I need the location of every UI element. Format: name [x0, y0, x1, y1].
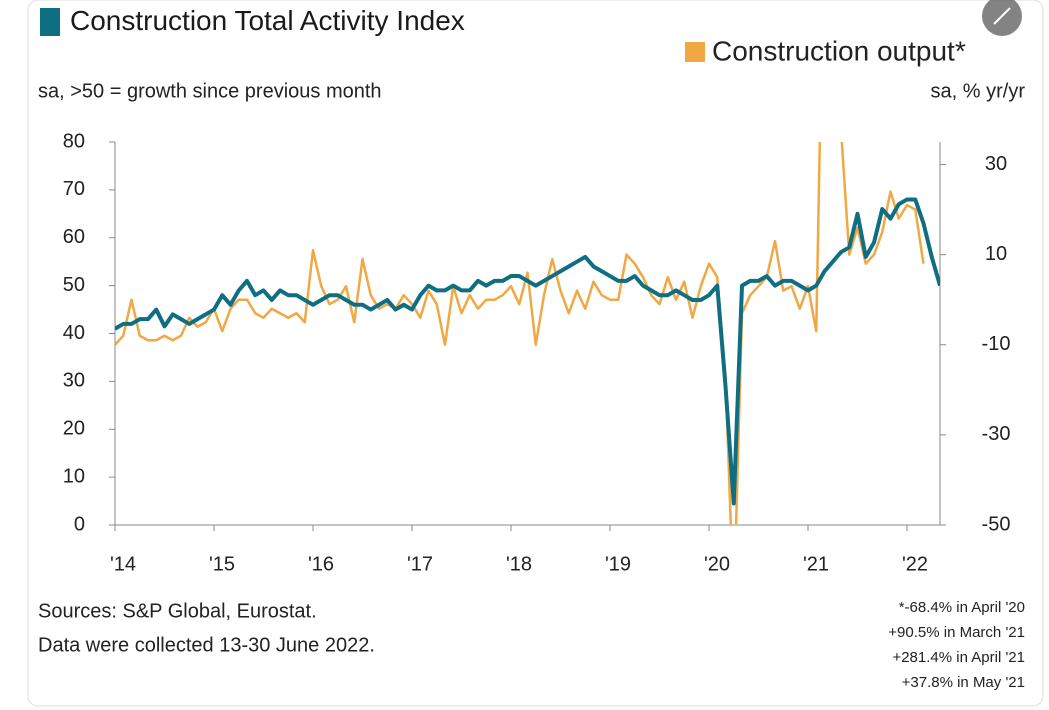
- frame: [27, 0, 1044, 707]
- x-tick-label: '22: [902, 553, 928, 575]
- y2-tick-label: -10: [982, 333, 1011, 355]
- x-tick-label: '19: [605, 553, 631, 575]
- annotation: +90.5% in March '21: [888, 624, 1025, 641]
- x-tick-label: '20: [704, 553, 730, 575]
- sources: Sources: S&P Global, Eurostat.: [38, 600, 317, 622]
- annotation: +37.8% in May '21: [902, 674, 1025, 691]
- annotation: +281.4% in April '21: [892, 649, 1025, 666]
- close-button[interactable]: [982, 0, 1022, 36]
- y-tick-label: 20: [63, 418, 85, 440]
- y-tick-label: 0: [74, 513, 85, 535]
- button-icon: [993, 7, 1011, 25]
- series-line: [115, 142, 925, 525]
- x-tick-label: '14: [110, 553, 136, 575]
- y-tick-label: 30: [63, 370, 85, 392]
- y-tick-label: 10: [63, 465, 85, 487]
- legend-swatch: [685, 42, 705, 62]
- y2-tick-label: -30: [982, 423, 1011, 445]
- legend-label: Construction output*: [712, 35, 966, 66]
- y-tick-label: 40: [63, 322, 85, 344]
- y2-tick-label: 10: [985, 243, 1007, 265]
- y-tick-label: 60: [63, 226, 85, 248]
- subtitle: sa, >50 = growth since previous month: [38, 80, 382, 102]
- x-tick-label: '15: [209, 553, 235, 575]
- y2-subtitle: sa, % yr/yr: [931, 80, 1026, 102]
- y2-tick-label: -50: [982, 513, 1011, 535]
- series-line: [115, 197, 940, 506]
- x-tick-label: '18: [506, 553, 532, 575]
- x-tick-label: '17: [407, 553, 433, 575]
- plot-area: [115, 142, 940, 525]
- note: Data were collected 13-30 June 2022.: [38, 634, 375, 656]
- x-tick-label: '16: [308, 553, 334, 575]
- y-tick-label: 50: [63, 274, 85, 296]
- corner-mark: [40, 8, 60, 36]
- y2-tick-label: 30: [985, 153, 1007, 175]
- y-tick-label: 70: [63, 178, 85, 200]
- x-tick-label: '21: [803, 553, 829, 575]
- y-tick-label: 80: [63, 130, 85, 152]
- chart-title: Construction Total Activity Index: [70, 5, 465, 36]
- annotation: *-68.4% in April '20: [899, 599, 1025, 616]
